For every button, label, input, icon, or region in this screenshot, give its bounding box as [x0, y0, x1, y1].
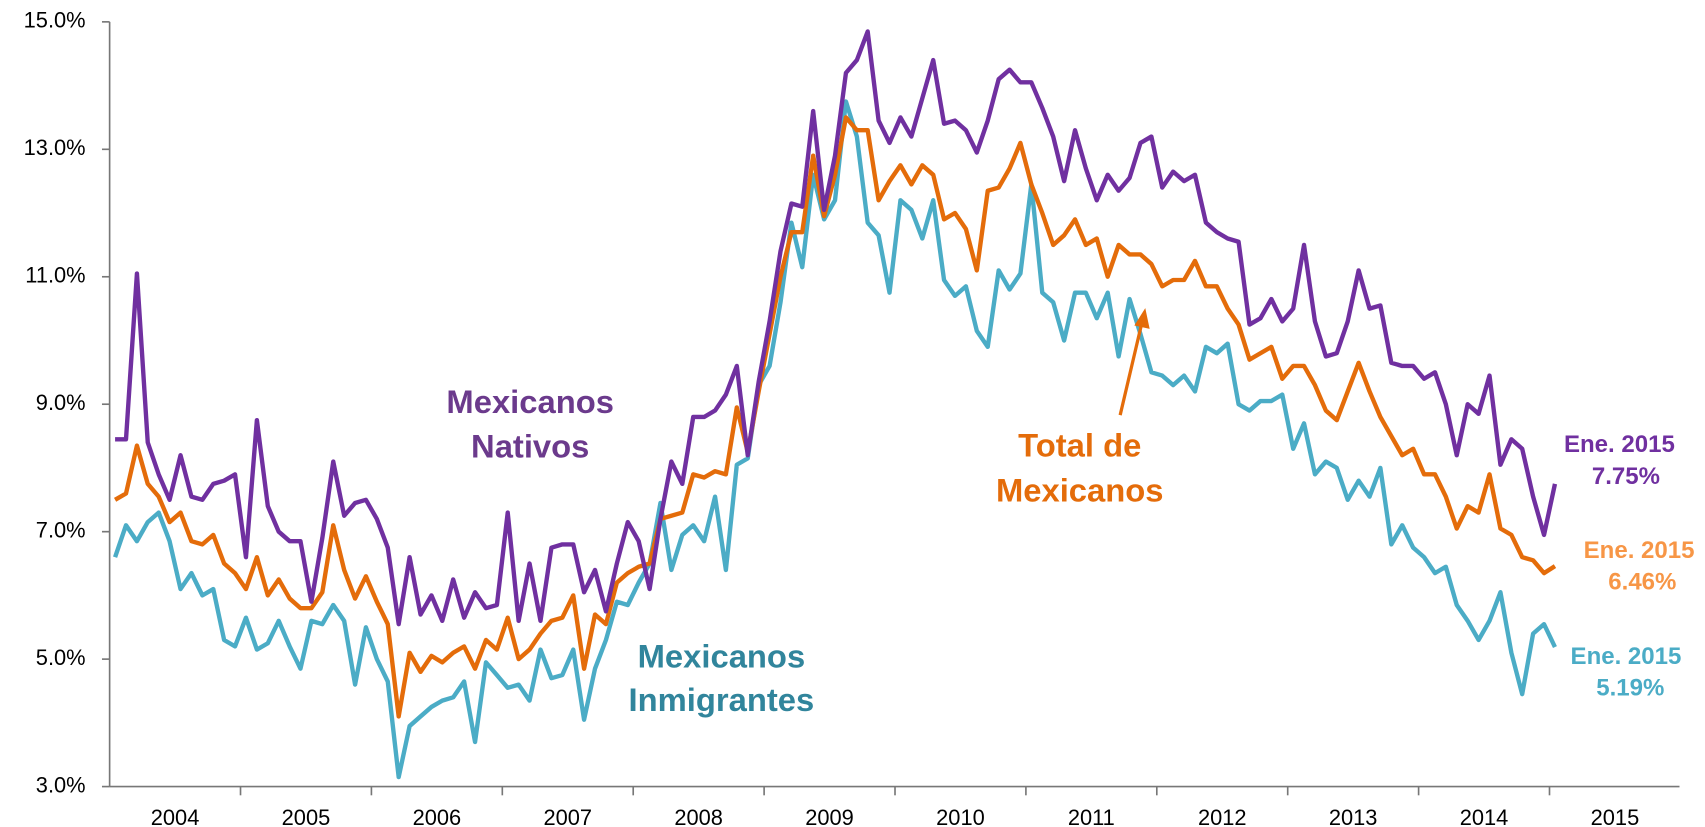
annotation: Mexicanos — [446, 383, 614, 420]
x-tick-label: 2011 — [1068, 805, 1115, 827]
end-label: Ene. 2015 — [1564, 431, 1675, 458]
annotation: Nativos — [471, 428, 589, 465]
x-tick-label: 2008 — [674, 805, 723, 827]
annotations: Mexicanos Nativos Mexicanos Inmigrantes … — [446, 308, 1694, 718]
x-tick-label: 2009 — [805, 805, 854, 827]
series-line — [113, 99, 1557, 780]
end-label: 5.19% — [1596, 675, 1664, 702]
x-tick-label: 2004 — [151, 805, 200, 827]
series-line — [115, 29, 1558, 627]
end-label: 7.75% — [1592, 463, 1660, 490]
y-tick-label: 11.0% — [25, 263, 85, 288]
x-tick-label: 2006 — [413, 805, 462, 827]
x-tick-label: 2015 — [1591, 805, 1640, 827]
y-tick-label: 9.0% — [36, 390, 86, 415]
x-tick-label: 2010 — [936, 805, 985, 827]
y-tick-label: 15.0% — [24, 8, 86, 33]
x-tick-label: 2007 — [543, 805, 592, 827]
annotation-arrow — [1118, 321, 1144, 416]
annotation: Mexicanos — [996, 471, 1164, 508]
axes: 3.0% 5.0% 7.0% 9.0% 11.0% 13.0% 15.0% 2004 2005 2… — [24, 8, 1680, 827]
end-label: 6.46% — [1608, 569, 1676, 596]
series-line — [113, 115, 1557, 719]
x-tick-label: 2014 — [1460, 805, 1509, 827]
annotation: Mexicanos — [638, 637, 806, 674]
annotation: Inmigrantes — [629, 681, 815, 718]
x-tick-label: 2013 — [1329, 805, 1378, 827]
end-label: Ene. 2015 — [1584, 537, 1695, 564]
end-label: Ene. 2015 — [1571, 643, 1682, 670]
annotation: Total de — [1018, 427, 1141, 464]
y-tick-label: 5.0% — [36, 645, 86, 670]
x-tick-label: 2005 — [282, 805, 331, 827]
y-tick-label: 13.0% — [24, 135, 86, 160]
lines — [113, 29, 1558, 780]
y-tick-label: 7.0% — [36, 517, 86, 542]
x-tick-label: 2012 — [1198, 805, 1247, 827]
annotation-arrowhead — [1134, 308, 1150, 329]
y-tick-label: 3.0% — [36, 772, 86, 797]
